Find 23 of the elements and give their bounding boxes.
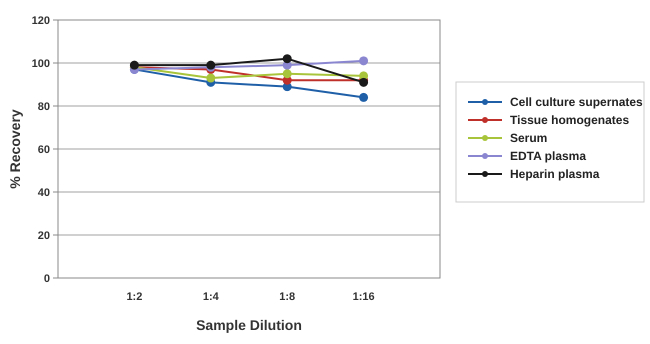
y-tick-label: 0 xyxy=(44,272,50,285)
point xyxy=(206,74,216,83)
x-tick-label: 1:4 xyxy=(202,291,220,303)
x-axis-title: Sample Dilution xyxy=(196,317,302,333)
legend-label: Heparin plasma xyxy=(510,167,600,182)
legend-label: Tissue homogenates xyxy=(510,113,630,128)
y-tick-label: 60 xyxy=(38,144,50,156)
y-tick-label: 100 xyxy=(32,58,50,70)
point xyxy=(359,92,368,102)
point xyxy=(282,69,292,78)
x-tick-label: 1:8 xyxy=(279,291,296,303)
x-tick-label: 1:16 xyxy=(352,291,375,303)
point xyxy=(282,54,292,64)
legend-label: Cell culture supernates xyxy=(510,95,644,110)
x-tick-label: 1:2 xyxy=(126,291,142,303)
point xyxy=(359,56,368,66)
legend-label: Serum xyxy=(510,131,548,146)
y-tick-label: 120 xyxy=(32,14,50,27)
y-tick-label: 80 xyxy=(38,100,50,113)
legend-label: EDTA plasma xyxy=(510,149,586,164)
y-tick-label: 20 xyxy=(38,230,50,242)
y-tick-label: 40 xyxy=(38,186,50,199)
y-axis-title: % Recovery xyxy=(7,109,23,189)
